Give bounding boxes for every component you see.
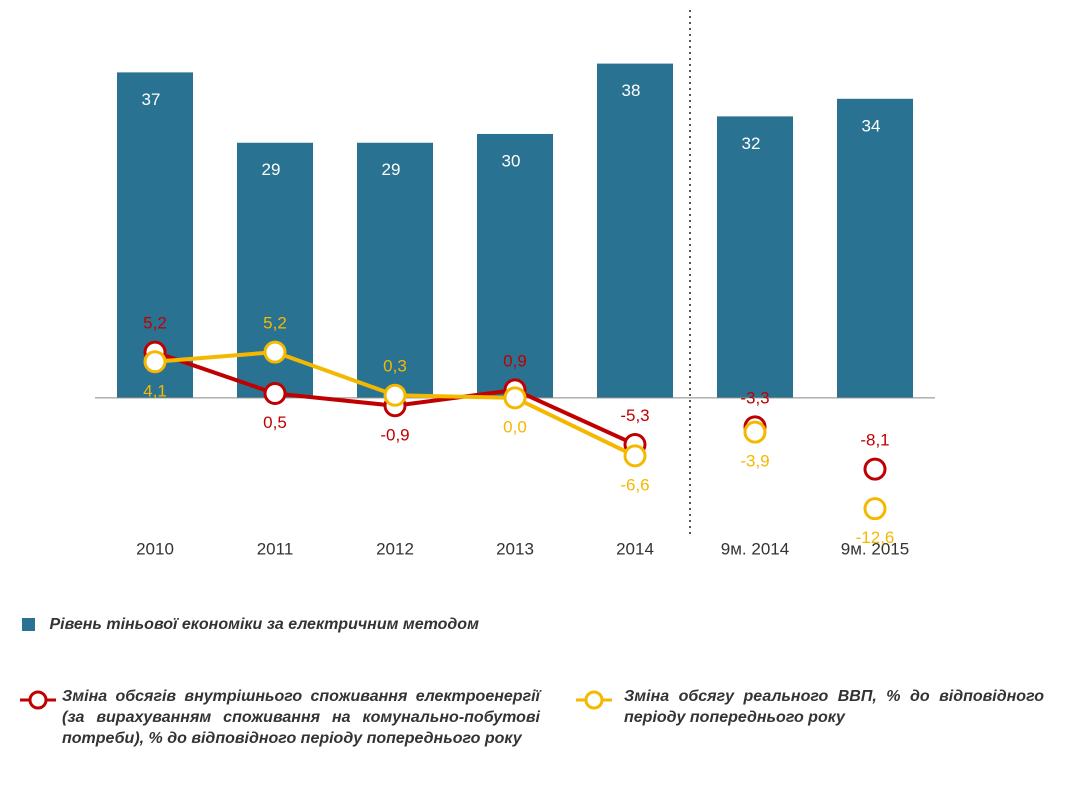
value-label: -3,3 bbox=[740, 388, 769, 407]
chart: 2010 2011 2012 2013 2014 9м. 2014 9м. 2015 37 29… bbox=[95, 10, 935, 558]
value-label: -0,9 bbox=[380, 425, 409, 444]
bar-label: 34 bbox=[862, 116, 881, 135]
bar-label: 29 bbox=[382, 160, 401, 179]
x-tick-label: 2013 bbox=[496, 539, 534, 558]
bar bbox=[357, 142, 433, 398]
legend-label: Зміна обсягу реального ВВП, % до відпові… bbox=[624, 688, 1044, 726]
legend-bar: Рівень тіньової економіки за електричним… bbox=[22, 614, 479, 635]
legend-dot bbox=[28, 690, 48, 710]
bar-label: 30 bbox=[502, 151, 521, 170]
marker bbox=[863, 497, 887, 521]
marker bbox=[263, 381, 287, 405]
value-label: 0,9 bbox=[503, 351, 527, 370]
bar bbox=[477, 133, 553, 398]
value-label: 0,3 bbox=[383, 357, 407, 376]
value-label: -5,3 bbox=[620, 406, 649, 425]
x-tick-label: 9м. 2015 bbox=[841, 539, 909, 558]
value-label: 5,2 bbox=[143, 314, 167, 333]
legend-label: Зміна обсягів внутрішнього споживання ел… bbox=[62, 688, 540, 747]
x-tick-label: 2011 bbox=[257, 539, 294, 558]
value-label: 0,0 bbox=[503, 417, 527, 436]
legend-marker bbox=[576, 690, 612, 710]
bar-label: 37 bbox=[142, 90, 161, 109]
marker bbox=[503, 386, 527, 410]
value-label: -3,9 bbox=[740, 452, 769, 471]
x-tick-label: 2012 bbox=[376, 539, 414, 558]
value-label: 0,5 bbox=[263, 413, 287, 432]
value-label: -12,6 bbox=[856, 528, 895, 547]
value-label: -6,6 bbox=[620, 475, 649, 494]
bar bbox=[837, 98, 913, 398]
bar-label: 38 bbox=[622, 81, 641, 100]
marker bbox=[623, 444, 647, 468]
marker bbox=[863, 457, 887, 481]
value-label: 4,1 bbox=[143, 381, 167, 400]
legend-label: Рівень тіньової економіки за електричним… bbox=[49, 616, 479, 633]
bar bbox=[717, 116, 793, 398]
x-tick-label: 9м. 2014 bbox=[721, 539, 789, 558]
marker bbox=[383, 383, 407, 407]
x-tick-label: 2014 bbox=[616, 539, 654, 558]
bar bbox=[597, 63, 673, 398]
value-label: -8,1 bbox=[860, 431, 889, 450]
bar-label: 29 bbox=[262, 160, 281, 179]
x-tick-label: 2010 bbox=[136, 539, 174, 558]
legend-dot bbox=[584, 690, 604, 710]
legend-swatch bbox=[22, 618, 35, 632]
legend-marker bbox=[20, 690, 56, 710]
value-label: 5,2 bbox=[263, 314, 287, 333]
marker bbox=[743, 420, 767, 444]
marker bbox=[263, 340, 287, 364]
marker bbox=[143, 350, 167, 374]
bar-label: 32 bbox=[742, 134, 761, 153]
